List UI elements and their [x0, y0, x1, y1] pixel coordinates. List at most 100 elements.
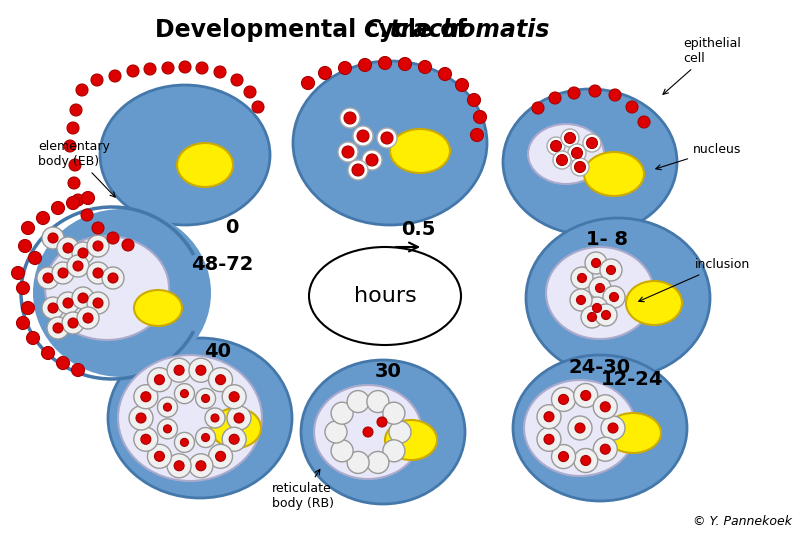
- Circle shape: [318, 66, 331, 79]
- Circle shape: [601, 416, 625, 440]
- Circle shape: [62, 312, 84, 334]
- Circle shape: [93, 241, 103, 251]
- Circle shape: [122, 239, 134, 251]
- Circle shape: [36, 212, 49, 225]
- Circle shape: [87, 235, 109, 257]
- Circle shape: [37, 267, 59, 289]
- Circle shape: [362, 150, 382, 170]
- Circle shape: [352, 164, 364, 176]
- Text: 24-30: 24-30: [569, 358, 631, 377]
- Circle shape: [553, 151, 571, 169]
- Circle shape: [231, 74, 243, 86]
- Circle shape: [78, 248, 88, 258]
- Circle shape: [134, 427, 158, 451]
- Circle shape: [455, 78, 468, 91]
- Circle shape: [81, 209, 93, 221]
- Circle shape: [57, 292, 79, 314]
- Circle shape: [78, 293, 88, 303]
- Circle shape: [83, 313, 93, 323]
- Circle shape: [589, 277, 611, 299]
- Circle shape: [244, 86, 256, 98]
- FancyArrowPatch shape: [396, 242, 418, 252]
- Circle shape: [638, 116, 650, 128]
- Ellipse shape: [108, 338, 292, 498]
- Circle shape: [195, 428, 215, 448]
- Circle shape: [366, 154, 378, 166]
- Circle shape: [359, 58, 372, 71]
- Circle shape: [589, 85, 601, 97]
- Circle shape: [609, 89, 621, 101]
- Circle shape: [331, 402, 353, 424]
- Circle shape: [583, 134, 601, 152]
- Text: 12-24: 12-24: [601, 370, 663, 389]
- Circle shape: [22, 221, 35, 234]
- Ellipse shape: [33, 209, 211, 377]
- Circle shape: [91, 74, 103, 86]
- Circle shape: [109, 70, 121, 82]
- Circle shape: [331, 440, 353, 462]
- Circle shape: [592, 303, 602, 313]
- Text: hours: hours: [354, 286, 416, 306]
- Circle shape: [600, 402, 610, 412]
- Ellipse shape: [626, 281, 682, 325]
- Circle shape: [363, 427, 373, 437]
- Text: reticulate
body (RB): reticulate body (RB): [272, 469, 334, 510]
- Circle shape: [70, 104, 82, 116]
- Circle shape: [572, 147, 582, 159]
- Circle shape: [222, 427, 246, 451]
- Circle shape: [67, 122, 79, 134]
- Circle shape: [565, 132, 575, 144]
- Circle shape: [609, 293, 619, 301]
- Circle shape: [338, 142, 358, 162]
- Circle shape: [179, 61, 191, 73]
- Circle shape: [603, 286, 625, 308]
- Circle shape: [593, 395, 617, 419]
- Circle shape: [108, 273, 118, 283]
- Circle shape: [189, 454, 213, 478]
- Circle shape: [552, 387, 575, 411]
- Circle shape: [252, 101, 264, 113]
- Circle shape: [208, 444, 232, 468]
- Circle shape: [52, 201, 65, 214]
- Circle shape: [215, 375, 225, 384]
- Circle shape: [129, 406, 153, 430]
- Circle shape: [544, 411, 554, 422]
- Circle shape: [181, 390, 189, 397]
- Circle shape: [347, 451, 369, 474]
- Circle shape: [301, 77, 314, 90]
- Circle shape: [28, 252, 41, 265]
- Circle shape: [155, 451, 164, 461]
- Ellipse shape: [177, 143, 233, 187]
- Circle shape: [229, 392, 239, 402]
- Circle shape: [67, 255, 89, 277]
- Circle shape: [43, 273, 53, 283]
- Circle shape: [587, 313, 596, 321]
- Circle shape: [574, 161, 586, 172]
- Circle shape: [586, 297, 608, 319]
- Ellipse shape: [385, 420, 437, 460]
- Circle shape: [181, 438, 189, 447]
- Circle shape: [571, 267, 593, 289]
- Circle shape: [325, 421, 347, 443]
- Circle shape: [196, 461, 206, 471]
- Circle shape: [76, 84, 88, 96]
- Text: inclusion: inclusion: [638, 258, 750, 302]
- Circle shape: [581, 390, 590, 401]
- Circle shape: [229, 434, 239, 444]
- Circle shape: [568, 87, 580, 99]
- Circle shape: [16, 281, 29, 294]
- Circle shape: [568, 416, 592, 440]
- Circle shape: [205, 408, 225, 428]
- Circle shape: [591, 259, 600, 267]
- Circle shape: [577, 295, 586, 305]
- Circle shape: [174, 433, 194, 453]
- Text: epithelial
cell: epithelial cell: [663, 37, 741, 94]
- Circle shape: [559, 451, 569, 462]
- Circle shape: [196, 365, 206, 375]
- Text: 40: 40: [204, 342, 232, 361]
- Circle shape: [63, 243, 73, 253]
- Text: elementary
body (EB): elementary body (EB): [38, 140, 115, 197]
- Text: 0.5: 0.5: [401, 220, 435, 239]
- Text: 0: 0: [225, 218, 239, 237]
- Circle shape: [347, 390, 369, 413]
